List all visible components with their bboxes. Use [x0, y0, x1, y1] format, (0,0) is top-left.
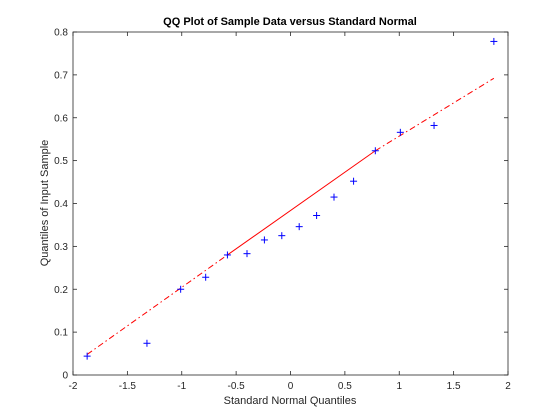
y-axis-label: Quantiles of Input Sample	[39, 140, 51, 267]
data-point	[202, 273, 210, 281]
data-point	[350, 177, 358, 185]
y-tick-label: 0.3	[54, 242, 68, 253]
y-tick-label: 0.5	[54, 156, 68, 167]
y-tick-label: 0.8	[54, 28, 68, 39]
reference-line-extension-left	[86, 254, 228, 355]
plot-area	[72, 31, 509, 376]
data-points	[83, 37, 498, 360]
y-tick-label: 0	[62, 371, 68, 382]
y-tick-label: 0.4	[54, 199, 68, 210]
x-axis: -2 -1.5 -1 -0.5 0 0.5 1 1.5 2	[69, 32, 511, 392]
reference-line-extension-right	[375, 77, 495, 152]
chart-title: QQ Plot of Sample Data versus Standard N…	[163, 16, 417, 28]
x-tick-label: -1.5	[119, 381, 137, 392]
data-point	[313, 212, 321, 220]
x-tick-label: 2	[505, 381, 511, 392]
data-point	[143, 339, 151, 347]
x-tick-label: 1	[396, 381, 402, 392]
x-tick-label: 0.5	[338, 381, 352, 392]
x-axis-label: Standard Normal Quantiles	[224, 395, 357, 407]
data-point	[330, 193, 338, 201]
data-point	[371, 147, 379, 155]
data-point	[243, 250, 251, 258]
data-point	[83, 352, 91, 360]
data-point	[278, 232, 286, 240]
x-tick-label: -1	[177, 381, 186, 392]
axes-box	[72, 31, 509, 376]
data-point	[396, 128, 404, 136]
y-tick-label: 0.1	[54, 328, 68, 339]
y-tick-label: 0.6	[54, 113, 68, 124]
x-tick-label: -0.5	[228, 381, 246, 392]
x-tick-label: 0	[288, 381, 294, 392]
data-point	[223, 251, 231, 259]
data-point	[490, 37, 498, 45]
data-point	[177, 285, 185, 293]
y-tick-label: 0.2	[54, 285, 68, 296]
y-axis: 0 0.1 0.2 0.3 0.4 0.5 0.6 0.7 0.8	[54, 28, 508, 382]
x-tick-label: -2	[69, 381, 78, 392]
reference-line-fit	[227, 150, 376, 256]
data-point	[260, 236, 268, 244]
reference-line	[86, 77, 495, 355]
data-point	[295, 223, 303, 231]
data-point	[430, 121, 438, 129]
x-tick-label: 1.5	[447, 381, 461, 392]
y-tick-label: 0.7	[54, 70, 68, 81]
